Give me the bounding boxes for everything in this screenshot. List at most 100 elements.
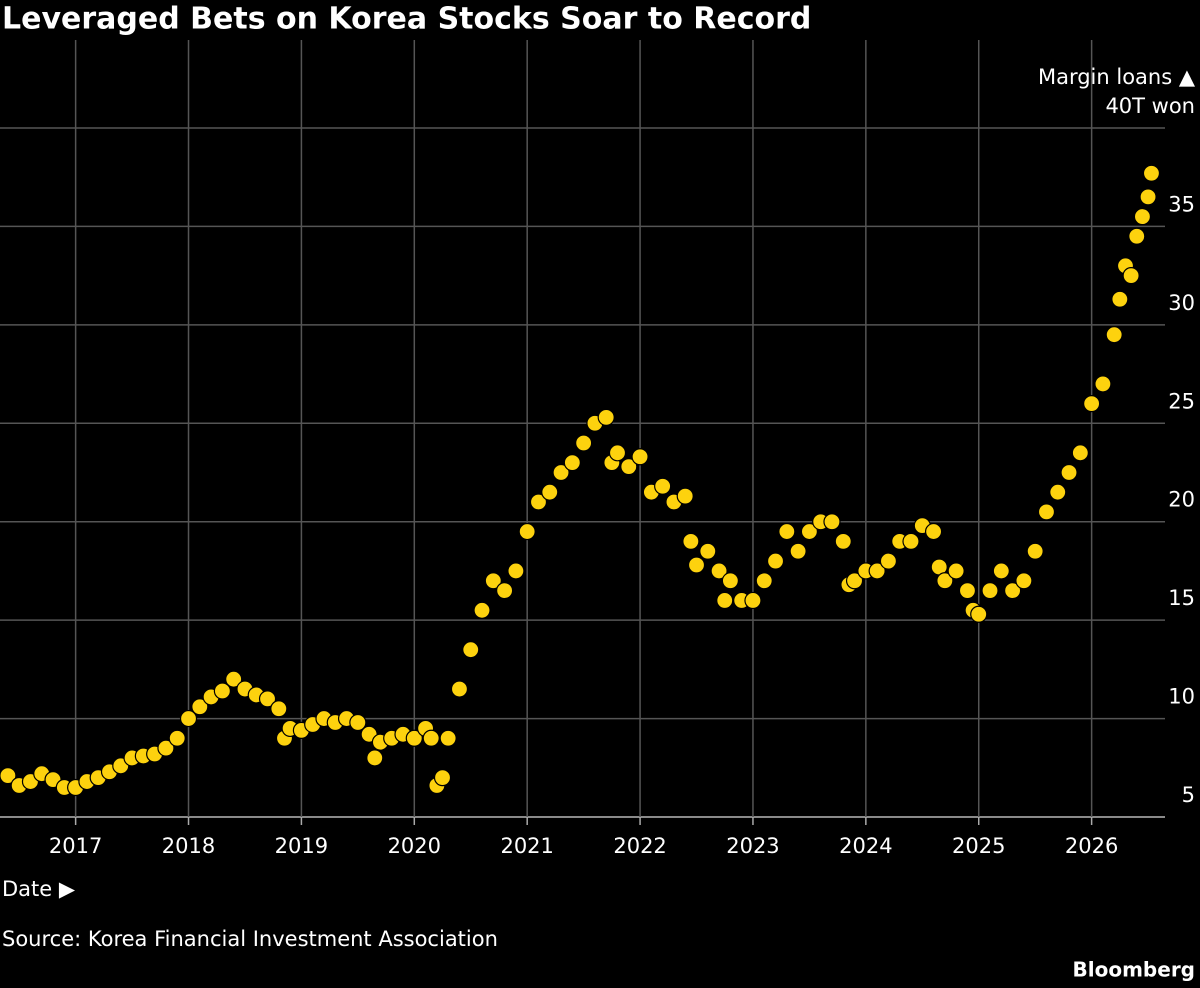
point (676, 487, 694, 505)
point (1037, 503, 1056, 521)
point (225, 670, 243, 688)
y-tick-label: 25 (1168, 389, 1195, 413)
point (597, 408, 615, 426)
point (947, 562, 965, 580)
point (422, 729, 440, 747)
point (1122, 267, 1140, 285)
y-tick-label: 15 (1168, 586, 1195, 610)
x-tick-label: 2020 (388, 834, 441, 858)
point (1094, 375, 1112, 393)
point (744, 591, 762, 610)
point (1071, 444, 1089, 462)
x-tick-label: 2022 (613, 834, 666, 858)
point (936, 572, 954, 590)
point (608, 444, 627, 462)
point (1142, 164, 1161, 182)
point (1004, 582, 1022, 600)
point (755, 572, 773, 590)
point (168, 729, 186, 747)
point (349, 713, 367, 732)
point (1133, 207, 1152, 226)
point (631, 448, 649, 466)
point (473, 601, 491, 619)
point (620, 457, 638, 476)
point (575, 434, 593, 452)
x-tick-label: 2021 (500, 834, 553, 858)
x-axis-label: Date ▶ (2, 877, 76, 901)
point (924, 522, 943, 541)
y-tick-label: 35 (1168, 192, 1195, 216)
point (541, 483, 559, 501)
point (1111, 290, 1129, 308)
point (682, 532, 700, 551)
point (258, 690, 277, 708)
point (366, 749, 384, 767)
point (157, 739, 175, 757)
x-tick-label: 2023 (726, 834, 779, 858)
point (563, 454, 581, 472)
point (0, 767, 17, 785)
point (1139, 188, 1157, 206)
point (800, 522, 819, 541)
y-tick-label: 20 (1168, 488, 1195, 512)
point (179, 709, 198, 728)
x-tick-label: 2026 (1065, 834, 1118, 858)
point (778, 522, 796, 541)
x-tick-label: 2019 (275, 834, 328, 858)
source: Source: Korea Financial Investment Assoc… (2, 927, 498, 951)
point (1083, 395, 1101, 413)
point (981, 582, 999, 600)
y-tick-label: 30 (1168, 291, 1195, 315)
point (879, 552, 898, 570)
y-tick-label: 40T won (1105, 94, 1195, 118)
brand: Bloomberg (1073, 958, 1195, 982)
point (823, 513, 841, 531)
x-tick-label: 2025 (952, 834, 1005, 858)
point (213, 682, 231, 700)
point (766, 552, 785, 570)
point (1015, 572, 1033, 590)
x-tick-label: 2018 (162, 834, 215, 858)
point (191, 698, 209, 716)
point (721, 572, 739, 590)
y-tick-label: 10 (1168, 685, 1195, 709)
point (1105, 326, 1123, 344)
point (970, 605, 988, 623)
point (529, 493, 548, 511)
y-axis-label: Margin loans ▲ (1038, 65, 1196, 89)
point (716, 591, 734, 610)
point (1060, 463, 1078, 482)
point (439, 729, 457, 747)
point (992, 562, 1010, 580)
y-tick-label: 5 (1182, 783, 1195, 807)
point (845, 572, 864, 590)
grid (0, 40, 1165, 825)
point (902, 532, 920, 551)
point (1026, 542, 1044, 560)
marks (0, 164, 1161, 797)
point (518, 522, 536, 541)
point (433, 769, 452, 787)
point (484, 572, 502, 590)
point (687, 556, 706, 574)
point (1128, 227, 1146, 245)
point (868, 562, 886, 580)
point (654, 477, 672, 495)
point (1049, 483, 1067, 501)
point (710, 562, 728, 580)
x-tick-label: 2024 (839, 834, 892, 858)
point (450, 680, 469, 698)
point (789, 542, 807, 560)
point (462, 641, 480, 659)
point (699, 542, 717, 560)
x-tick-label: 2017 (49, 834, 102, 858)
point (405, 729, 423, 747)
point (552, 463, 570, 482)
chart-title: Leveraged Bets on Korea Stocks Soar to R… (2, 2, 811, 37)
point (834, 532, 852, 551)
point (507, 562, 525, 580)
point (496, 582, 514, 600)
point (270, 700, 288, 718)
